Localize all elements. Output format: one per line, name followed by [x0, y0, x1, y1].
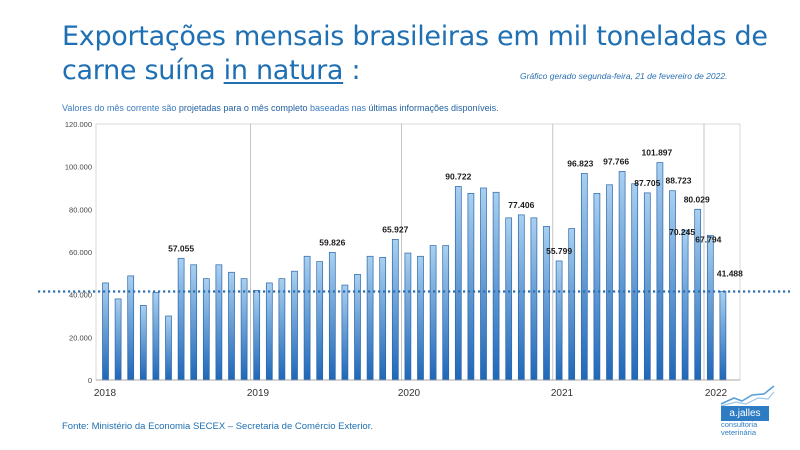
bar: [139, 304, 147, 381]
bar: [643, 192, 651, 381]
bar: [404, 252, 412, 381]
bar: [505, 217, 513, 381]
data-label: 96.823: [567, 158, 593, 168]
company-logo: a.jalles consultoria veterinária: [716, 378, 800, 442]
title-underlined-term: in natura: [223, 55, 344, 86]
bar: [165, 315, 172, 381]
x-axis: 2018 2019 2020 2021 2022: [94, 388, 728, 399]
rising-line-icon: [720, 385, 775, 407]
bar: [480, 187, 487, 381]
bar: [303, 255, 311, 381]
bar: [278, 278, 286, 381]
year-gridlines: [249, 124, 705, 380]
data-label: 88.723: [666, 176, 692, 186]
bar: [593, 192, 601, 381]
subtitle-part-3: baseadas nas: [307, 103, 369, 113]
x-tick-label: 2022: [705, 388, 728, 399]
bar: [177, 257, 185, 381]
bar: [265, 282, 273, 381]
x-tick-label: 2021: [551, 388, 574, 399]
data-label: 90.722: [445, 171, 471, 181]
bar: [341, 284, 349, 381]
bar: [291, 270, 298, 381]
y-tick-label: 40.000: [69, 291, 92, 300]
y-tick-label: 120.000: [65, 120, 92, 129]
data-label: 87.705: [634, 178, 660, 188]
bar: [669, 190, 676, 381]
bar: [102, 282, 109, 381]
bar: [417, 255, 424, 381]
data-label: 41.488: [717, 268, 743, 278]
x-tick-label: 2020: [398, 388, 421, 399]
bar: [253, 290, 261, 381]
source-note: Fonte: Ministério da Economia SECEX – Se…: [62, 421, 373, 432]
bar: [631, 183, 639, 381]
bar: [190, 264, 198, 381]
data-labels-group: 57.055 59.826 65.927 90.722 77.406 55.799 96.8…: [168, 148, 743, 279]
bar: [606, 184, 613, 381]
bar: [530, 217, 538, 381]
bar: [391, 239, 399, 381]
bar: [202, 278, 210, 381]
data-label: 70.245: [669, 227, 695, 237]
bar: [618, 171, 626, 381]
y-tick-label: 0: [88, 376, 92, 385]
data-label: 67.794: [695, 234, 721, 244]
chart-subtitle: Valores do mês corrente são projetadas p…: [62, 103, 499, 113]
data-label: 77.406: [508, 200, 534, 210]
y-tick-label: 100.000: [65, 163, 92, 172]
bar: [681, 229, 689, 381]
bar: [555, 260, 563, 381]
bar: [442, 245, 450, 381]
subtitle-part-1: Valores do mês corrente são: [62, 103, 179, 113]
bar: [316, 261, 324, 381]
logo-subtitle: consultoria veterinária: [721, 421, 781, 437]
bar: [467, 192, 475, 381]
title-line-1: Exportações mensais brasileiras em mil t…: [62, 21, 768, 52]
bar: [379, 256, 387, 381]
subtitle-part-2: projetadas para o mês completo: [178, 103, 308, 113]
y-tick-label: 60.000: [69, 248, 92, 257]
bar: [492, 191, 500, 381]
bar: [429, 245, 437, 381]
subtitle-part-4: últimas informações disponíveis.: [368, 103, 499, 113]
title-line-2-prefix: carne suína: [62, 55, 224, 86]
y-axis: 0 20.000 40.000 60.000 80.000 100.000 120.000: [65, 120, 92, 385]
data-label: 80.029: [684, 194, 710, 204]
bar: [215, 264, 223, 381]
x-tick-label: 2019: [247, 388, 270, 399]
logo-subtitle-line-1: consultoria: [721, 420, 758, 429]
bar: [656, 162, 664, 381]
data-label: 59.826: [319, 237, 345, 247]
bar: [114, 298, 122, 381]
x-tick-label: 2018: [94, 388, 117, 399]
bar: [454, 186, 462, 381]
bar: [517, 214, 525, 381]
bar: [328, 252, 336, 381]
title-line-2-suffix: :: [343, 55, 361, 86]
chart-title: Exportações mensais brasileiras em mil t…: [62, 20, 768, 88]
bar: [354, 274, 361, 381]
bar: [152, 292, 160, 381]
bar: [228, 271, 235, 381]
bar: [719, 291, 727, 381]
bar: [240, 278, 248, 381]
bar: [580, 173, 588, 381]
data-label: 97.766: [603, 156, 629, 166]
data-label: 55.799: [546, 246, 572, 256]
generated-date-note: Gráfico gerado segunda-feira, 21 de feve…: [520, 71, 728, 81]
logo-name: a.jalles: [721, 406, 769, 421]
y-tick-label: 20.000: [69, 333, 92, 342]
data-label: 65.927: [382, 224, 408, 234]
data-label: 101.897: [642, 148, 673, 158]
bar: [366, 255, 374, 381]
logo-subtitle-line-2: veterinária: [721, 428, 757, 437]
title-line-2: carne suína in natura :: [62, 54, 722, 88]
y-tick-label: 80.000: [69, 205, 92, 214]
bar: [706, 235, 714, 381]
data-label: 57.055: [168, 243, 194, 253]
